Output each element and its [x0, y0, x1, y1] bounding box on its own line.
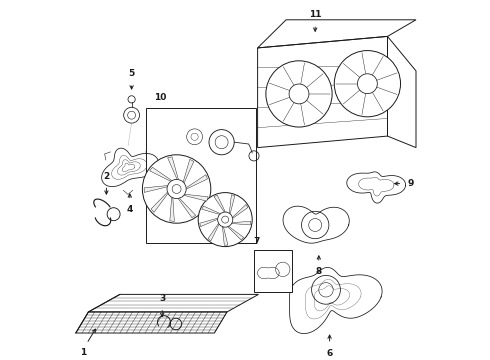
Polygon shape: [151, 192, 168, 212]
Text: 5: 5: [128, 69, 135, 78]
Polygon shape: [200, 218, 218, 227]
Bar: [254, 250, 292, 292]
Polygon shape: [214, 195, 225, 212]
Circle shape: [198, 193, 252, 247]
Text: 2: 2: [103, 172, 110, 181]
Text: 9: 9: [407, 179, 414, 188]
Polygon shape: [170, 198, 174, 221]
Text: 7: 7: [253, 237, 260, 246]
Polygon shape: [144, 186, 167, 192]
Circle shape: [143, 155, 211, 223]
Bar: [146, 108, 256, 243]
Circle shape: [209, 130, 234, 155]
Text: 4: 4: [126, 205, 133, 214]
Text: 11: 11: [309, 10, 321, 19]
Text: 6: 6: [326, 349, 333, 358]
Text: 3: 3: [159, 294, 165, 303]
Polygon shape: [228, 226, 244, 240]
Polygon shape: [178, 198, 196, 218]
Polygon shape: [229, 195, 235, 213]
Polygon shape: [202, 206, 220, 214]
Text: 10: 10: [154, 93, 167, 102]
Polygon shape: [208, 224, 219, 241]
Polygon shape: [232, 221, 251, 225]
Polygon shape: [149, 167, 171, 181]
Text: 8: 8: [316, 267, 322, 276]
Circle shape: [266, 61, 332, 127]
Polygon shape: [186, 175, 207, 189]
Circle shape: [334, 50, 400, 117]
Polygon shape: [184, 194, 208, 201]
Polygon shape: [183, 159, 194, 183]
Text: 1: 1: [80, 348, 86, 357]
Polygon shape: [233, 204, 248, 218]
Polygon shape: [168, 157, 178, 179]
Polygon shape: [222, 227, 228, 245]
Circle shape: [187, 129, 202, 145]
